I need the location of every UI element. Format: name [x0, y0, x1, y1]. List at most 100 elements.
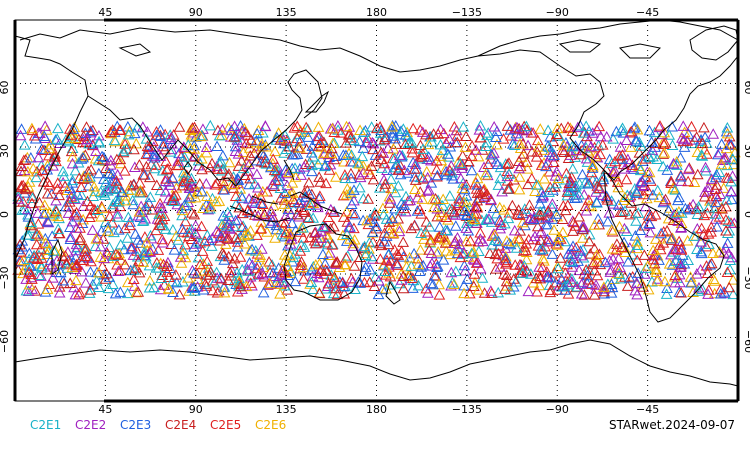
observation-marker [278, 194, 291, 205]
observation-marker [695, 247, 708, 259]
observation-marker [504, 238, 517, 250]
observation-marker [556, 213, 569, 224]
observation-marker [590, 249, 603, 260]
observation-marker [472, 150, 485, 162]
legend: C2E1 C2E2 C2E3 C2E4 C2E5 C2E6 [30, 418, 286, 432]
observation-marker [399, 138, 412, 150]
observation-marker [353, 157, 366, 169]
observation-marker [453, 192, 465, 204]
observation-marker [47, 154, 60, 166]
observation-marker [64, 129, 77, 140]
observation-marker [234, 251, 247, 262]
observation-marker [555, 273, 568, 285]
observation-marker [58, 277, 70, 289]
observation-marker [285, 208, 297, 220]
observation-marker [38, 199, 51, 210]
observation-marker [90, 145, 102, 156]
observation-marker [395, 151, 408, 162]
observation-marker [187, 151, 200, 162]
observation-marker [216, 123, 229, 135]
observation-marker [278, 276, 290, 287]
observation-marker [29, 285, 42, 296]
observation-marker [294, 259, 307, 270]
observation-marker [580, 264, 592, 275]
observation-marker [428, 201, 440, 213]
observation-marker [85, 163, 97, 175]
observation-marker [326, 239, 339, 250]
observation-marker [156, 213, 169, 225]
observation-marker [165, 131, 178, 143]
observation-marker [421, 171, 434, 183]
observation-marker [313, 287, 326, 299]
observation-marker [244, 277, 257, 288]
observation-marker [53, 189, 66, 201]
observation-marker [322, 277, 335, 289]
observation-marker [131, 121, 143, 133]
observation-marker [119, 258, 131, 270]
observation-marker [103, 167, 116, 179]
observation-marker [60, 258, 73, 270]
observation-marker [66, 174, 79, 186]
observation-marker [510, 242, 523, 253]
observation-marker [309, 226, 322, 238]
observation-marker [654, 120, 666, 131]
observation-marker [367, 236, 379, 247]
observation-marker [521, 163, 534, 174]
observation-marker [534, 205, 547, 217]
observation-marker [332, 119, 344, 131]
observation-marker [675, 244, 688, 255]
observation-marker [92, 232, 104, 243]
top-longitude-label: 135 [276, 6, 297, 19]
observation-marker [502, 212, 515, 224]
observation-marker [474, 226, 487, 238]
observation-marker [513, 171, 526, 182]
observation-marker [454, 157, 467, 169]
observation-marker [280, 143, 293, 154]
observation-marker [517, 148, 530, 159]
observation-marker [392, 212, 405, 224]
observation-marker [251, 168, 263, 179]
observation-marker [110, 175, 123, 186]
observation-marker [639, 153, 652, 164]
bottom-longitude-label: −90 [546, 403, 569, 416]
observation-marker [264, 161, 277, 173]
observation-marker [386, 120, 398, 132]
observation-marker [614, 206, 627, 217]
observation-marker [134, 237, 147, 248]
observation-marker [460, 130, 472, 142]
observation-marker [143, 197, 155, 208]
observation-marker [661, 164, 674, 175]
observation-marker [144, 246, 157, 257]
observation-marker [124, 219, 136, 231]
observation-marker [656, 128, 668, 140]
observation-marker [241, 156, 253, 168]
observation-marker [559, 284, 571, 295]
observation-marker [522, 178, 534, 190]
observation-marker [584, 248, 597, 259]
observation-marker [96, 150, 108, 162]
observation-marker [286, 177, 299, 188]
observation-marker [443, 133, 456, 144]
observation-marker [236, 192, 249, 203]
observation-marker [300, 143, 313, 154]
observation-marker [489, 229, 501, 240]
observation-marker [522, 139, 534, 151]
observation-marker [198, 265, 211, 276]
observation-marker [276, 228, 289, 240]
observation-marker [177, 166, 190, 178]
observation-marker [279, 217, 292, 228]
observation-marker [294, 262, 307, 274]
observation-marker [357, 142, 370, 153]
observation-marker [446, 169, 458, 181]
observation-marker [543, 141, 556, 152]
observation-marker [64, 182, 76, 193]
observation-marker [624, 141, 637, 152]
observation-marker [352, 276, 365, 287]
observation-marker [95, 225, 108, 237]
observation-marker [218, 254, 231, 265]
observation-marker [164, 179, 177, 190]
observation-marker [267, 153, 280, 164]
observation-marker [679, 202, 692, 214]
observation-marker [674, 169, 687, 181]
observation-marker [500, 275, 513, 287]
